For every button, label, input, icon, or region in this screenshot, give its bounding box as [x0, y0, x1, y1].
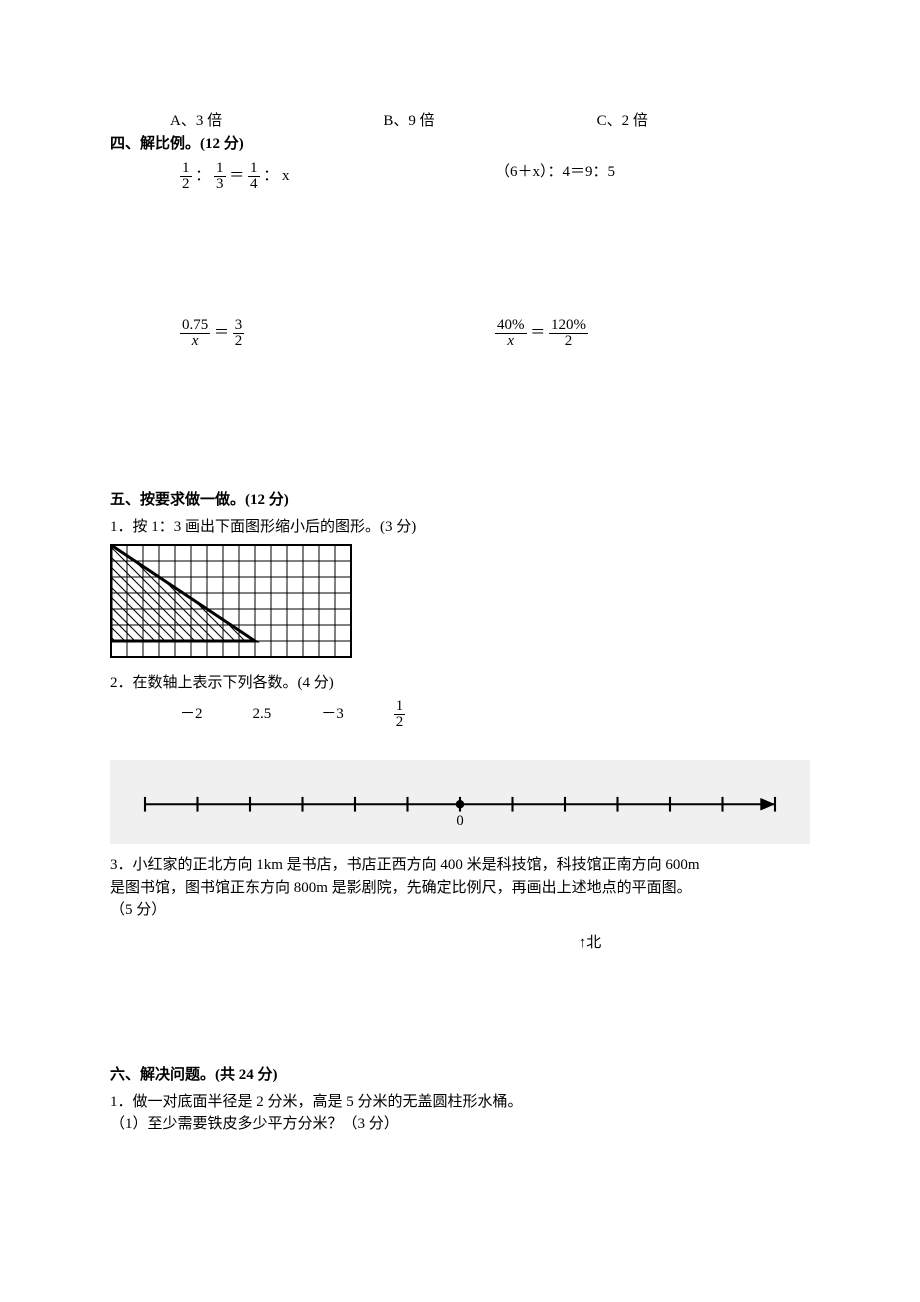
- val-1: －2: [180, 703, 203, 726]
- section-6-title: 六、解决问题。(共 24 分): [110, 1064, 810, 1087]
- sec5-q3-line2: 是图书馆，图书馆正东方向 800m 是影剧院，先确定比例尺，再画出上述地点的平面…: [110, 877, 810, 900]
- sec5-q2: 2．在数轴上表示下列各数。(4 分): [110, 672, 810, 695]
- number-line-figure: 0: [110, 760, 810, 845]
- svg-text:0: 0: [456, 813, 463, 829]
- sec4-eq3: 0.75x ＝ 32: [180, 318, 495, 349]
- val-2: 2.5: [253, 703, 272, 726]
- sec4-eq2: （6＋x）：4＝9：5: [495, 161, 810, 192]
- section-5-title: 五、按要求做一做。(12 分): [110, 489, 810, 512]
- option-b: B、9 倍: [383, 110, 596, 133]
- sec4-eq4: 40%x ＝ 120%2: [495, 318, 810, 349]
- section-5: 五、按要求做一做。(12 分) 1．按 1：3 画出下面图形缩小后的图形。(3 …: [110, 489, 810, 954]
- option-c: C、2 倍: [597, 110, 810, 133]
- option-a: A、3 倍: [170, 110, 383, 133]
- val-3: －3: [321, 703, 344, 726]
- sec6-q1: 1．做一对底面半径是 2 分米，高是 5 分米的无盖圆柱形水桶。: [110, 1091, 810, 1114]
- north-arrow-label: ↑北: [370, 932, 810, 955]
- sec5-q2-values: －2 2.5 －3 12: [110, 699, 810, 730]
- val-4: 12: [394, 699, 406, 730]
- sec5-q1: 1．按 1：3 画出下面图形缩小后的图形。(3 分): [110, 516, 810, 539]
- section-4: 四、解比例。(12 分) 12 ： 13 ＝ 14 ： x （6＋x）：4＝9：…: [110, 133, 810, 350]
- sec6-q1a: （1）至少需要铁皮多少平方分米？（3 分）: [110, 1113, 810, 1136]
- options-row: A、3 倍 B、9 倍 C、2 倍: [110, 110, 810, 133]
- sec4-eq-row-2: 0.75x ＝ 32 40%x ＝ 120%2: [110, 318, 810, 349]
- sec5-q3-line3: （5 分）: [110, 899, 810, 922]
- sec4-eq-row-1: 12 ： 13 ＝ 14 ： x （6＋x）：4＝9：5: [110, 161, 810, 192]
- grid-figure: [110, 544, 810, 658]
- sec5-q3-line1: 3．小红家的正北方向 1km 是书店，书店正西方向 400 米是科技馆，科技馆正…: [110, 854, 810, 877]
- sec4-eq1: 12 ： 13 ＝ 14 ： x: [180, 161, 495, 192]
- section-4-title: 四、解比例。(12 分): [110, 133, 810, 156]
- section-6: 六、解决问题。(共 24 分) 1．做一对底面半径是 2 分米，高是 5 分米的…: [110, 1064, 810, 1136]
